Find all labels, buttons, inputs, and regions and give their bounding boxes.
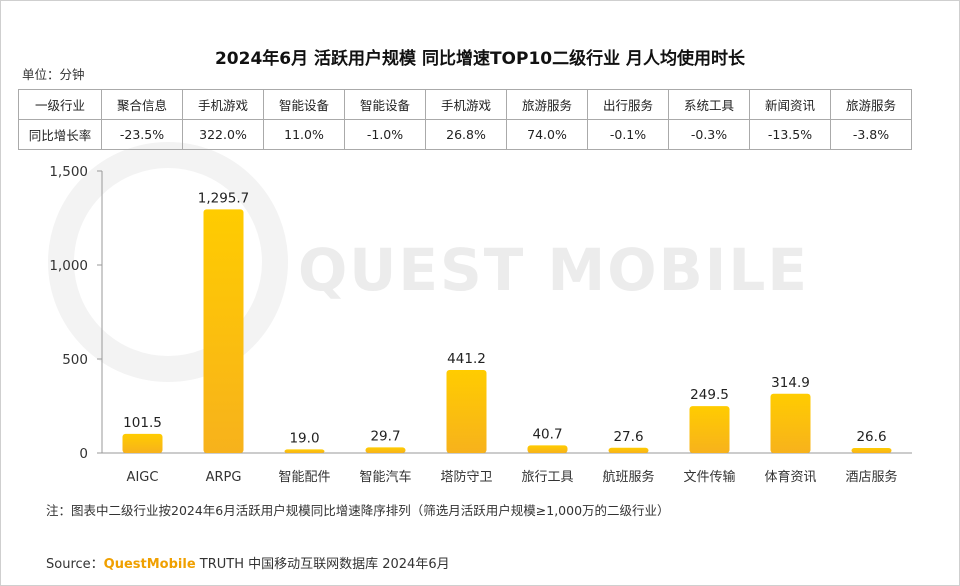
x-category-label: 智能配件: [278, 470, 330, 485]
industry-cell: 系统工具: [668, 89, 750, 120]
growth-cell: -3.8%: [830, 119, 912, 150]
growth-cell: 11.0%: [263, 119, 345, 150]
bar: [446, 370, 487, 453]
growth-cell: -0.3%: [668, 119, 750, 150]
bar-value-label: 29.7: [370, 428, 400, 444]
bar: [365, 447, 406, 453]
industry-cell: 智能设备: [344, 89, 426, 120]
growth-row: 同比增长率 -23.5% 322.0% 11.0% -1.0% 26.8% 74…: [18, 119, 912, 150]
bar-value-label: 1,295.7: [198, 190, 250, 206]
y-tick-label: 1,000: [49, 258, 88, 274]
bar: [527, 445, 568, 453]
bar: [284, 449, 325, 453]
unit-label: 单位：分钟: [22, 67, 85, 82]
bar-value-label: 101.5: [123, 415, 162, 431]
industry-cell: 旅游服务: [506, 89, 588, 120]
x-category-label: AIGC: [127, 470, 159, 485]
chart-title: 2024年6月 活跃用户规模 同比增速TOP10二级行业 月人均使用时长: [214, 49, 746, 69]
source-rest: TRUTH 中国移动互联网数据库 2024年6月: [195, 557, 450, 572]
bar: [770, 393, 811, 453]
growth-cell: -23.5%: [101, 119, 183, 150]
bar: [203, 209, 244, 453]
growth-row-header: 同比增长率: [18, 119, 102, 150]
bar: [851, 447, 892, 453]
x-category-label: 旅行工具: [521, 470, 573, 485]
growth-cell: 74.0%: [506, 119, 588, 150]
y-tick-label: 500: [62, 352, 88, 368]
industry-cell: 旅游服务: [830, 89, 912, 120]
x-category-label: 酒店服务: [845, 469, 897, 485]
x-category-label: 文件传输: [683, 469, 735, 485]
x-category-label: ARPG: [206, 470, 242, 485]
growth-cell: -0.1%: [587, 119, 669, 150]
industry-row-header: 一级行业: [18, 89, 102, 120]
y-tick-label: 1,500: [49, 164, 88, 180]
x-category-label: 塔防守卫: [440, 469, 492, 485]
bar-value-label: 19.0: [289, 430, 319, 446]
bar-value-label: 441.2: [447, 351, 486, 367]
watermark-text: QUEST MOBILE: [298, 236, 809, 304]
growth-cell: 26.8%: [425, 119, 507, 150]
industry-cell: 出行服务: [587, 89, 669, 120]
source-line: Source：QuestMobile TRUTH 中国移动互联网数据库 2024…: [46, 553, 450, 572]
source-prefix: Source：: [46, 557, 104, 572]
bar: [689, 406, 730, 453]
industry-cell: 智能设备: [263, 89, 345, 120]
growth-cell: 322.0%: [182, 119, 264, 150]
x-category-label: 体育资讯: [764, 469, 816, 485]
bar-value-label: 27.6: [613, 429, 643, 445]
bar: [608, 447, 649, 453]
footnote: 注：图表中二级行业按2024年6月活跃用户规模同比增速降序排列（筛选月活跃用户规…: [46, 503, 670, 518]
y-tick-label: 0: [79, 446, 88, 462]
x-category-label: 智能汽车: [359, 469, 411, 485]
growth-cell: -13.5%: [749, 119, 831, 150]
bar-chart: 0 500 1,000 1,500 101.5 AIGC 1,295.7 ARPG 19.0 智…: [49, 164, 912, 485]
growth-table: 一级行业 聚合信息 手机游戏 智能设备 智能设备 手机游戏 旅游服务 出行服务 …: [18, 89, 912, 150]
bar-value-label: 249.5: [690, 387, 729, 403]
x-category-label: 航班服务: [602, 469, 654, 485]
bar-value-label: 40.7: [532, 426, 562, 442]
bar: [122, 433, 163, 453]
source-brand: QuestMobile: [103, 557, 196, 572]
bar-value-label: 314.9: [771, 375, 810, 391]
bar-value-label: 26.6: [856, 429, 886, 445]
growth-cell: -1.0%: [344, 119, 426, 150]
